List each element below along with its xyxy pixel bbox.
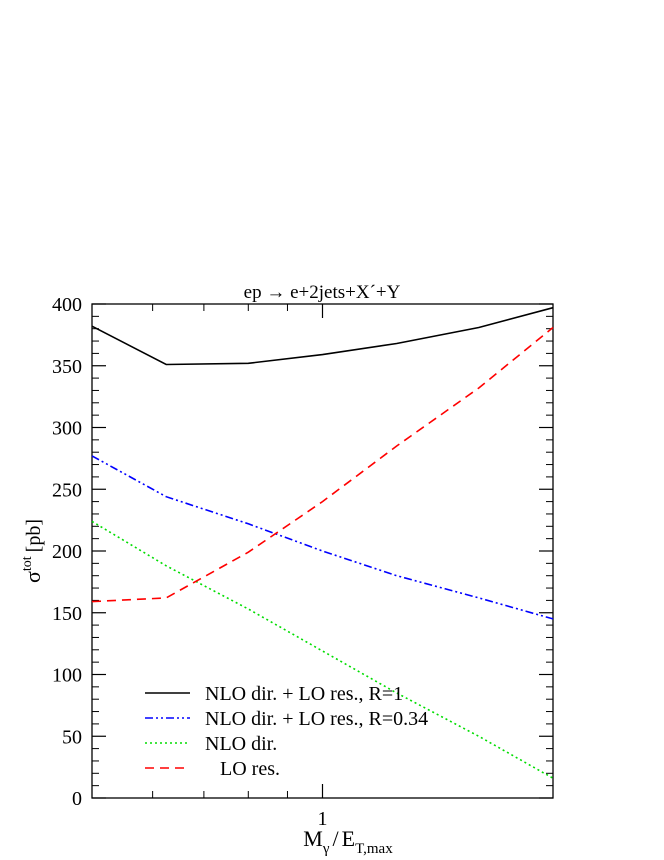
legend-label-2: NLO dir. [205,733,277,755]
series-line-2 [91,520,554,779]
y-tick-label: 350 [52,356,82,378]
y-tick-label: 100 [52,665,82,687]
x-axis-label-e: E [342,826,355,851]
chart-title: ep → e+2jets+X´+Y [244,282,401,303]
x-axis-label-slash: / [333,826,340,851]
legend-label-1: NLO dir. + LO res., R=0.34 [205,708,428,730]
legend: NLO dir. + LO res., R=1 NLO dir. + LO res… [145,683,428,780]
series-line-1 [91,455,554,620]
legend-label-3: LO res. [205,758,280,780]
x-axis-label: Mγ / ET,max [303,826,393,857]
x-axis-label-sub2: T,max [355,841,393,857]
series-line-3 [91,326,554,603]
x-axis-label-sub1: γ [322,841,330,857]
y-tick-label: 50 [62,726,82,748]
y-axis-label-unit: [pb] [23,519,45,552]
y-axis-label-sup: tot [20,556,35,571]
x-axis-label-main: M [303,826,323,851]
axis-ticks: 0 50 100 150 200 250 300 350 400 1 [52,294,553,830]
y-axis-label-main: σ [20,571,45,583]
y-axis-label: σtot [pb] [20,519,45,583]
y-tick-label: 250 [52,479,82,501]
y-tick-label: 200 [52,541,82,563]
series-line-0 [91,306,554,366]
series-layer [91,306,554,779]
legend-label-0: NLO dir. + LO res., R=1 [205,683,403,705]
y-tick-label: 400 [52,294,82,316]
y-tick-label: 300 [52,418,82,440]
y-tick-label: 150 [52,603,82,625]
y-tick-label: 0 [72,788,82,810]
x-tick-label: 1 [318,808,328,830]
